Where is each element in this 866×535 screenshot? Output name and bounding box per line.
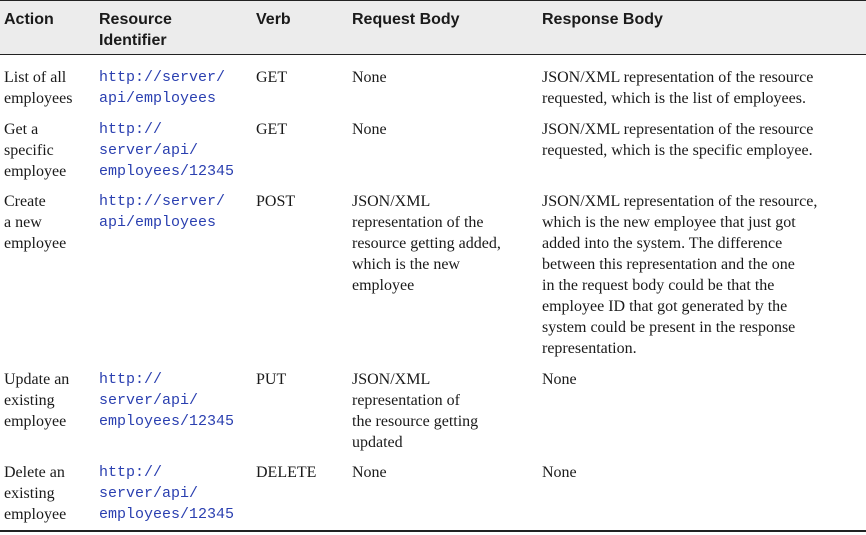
header-verb: Verb [256, 11, 291, 28]
table-bottom-rule [0, 530, 866, 532]
header-resource-identifier: Resource Identifier [99, 11, 172, 49]
cell-request-body: JSON/XML representation of the resource ge… [352, 193, 501, 294]
cell-resource-identifier: http://server/api/employees/12345 [99, 371, 235, 430]
table-header: Action Resource Identifier Verb Request … [0, 0, 866, 55]
cell-request-body: None [352, 121, 387, 138]
cell-action: Update an existing employee [4, 371, 70, 430]
cell-request-body: None [352, 69, 387, 86]
header-action: Action [4, 11, 54, 28]
header-request-body: Request Body [352, 11, 460, 28]
cell-verb: PUT [256, 371, 287, 388]
cell-response-body: None [542, 464, 577, 481]
cell-resource-identifier: http://server/api/employees/12345 [99, 464, 235, 523]
cell-resource-identifier: http://server/api/employees/12345 [99, 121, 235, 180]
cell-resource-identifier: http://server/api/employees [99, 193, 226, 231]
cell-response-body: JSON/XML representation of the resource r… [542, 69, 814, 107]
cell-request-body: JSON/XML representation of the resource ge… [352, 371, 479, 451]
cell-action: Create a new employee [4, 193, 67, 252]
cell-action: Get a specific employee [4, 121, 67, 180]
cell-verb: DELETE [256, 464, 317, 481]
header-response-body: Response Body [542, 11, 663, 28]
cell-action: List of all employees [4, 69, 73, 107]
cell-response-body: None [542, 371, 577, 388]
cell-response-body: JSON/XML representation of the resource,… [542, 193, 818, 357]
cell-verb: GET [256, 69, 288, 86]
cell-response-body: JSON/XML representation of the resource r… [542, 121, 814, 159]
cell-verb: POST [256, 193, 296, 210]
cell-action: Delete an existing employee [4, 464, 67, 523]
cell-verb: GET [256, 121, 288, 138]
cell-resource-identifier: http://server/api/employees [99, 69, 226, 107]
cell-request-body: None [352, 464, 387, 481]
